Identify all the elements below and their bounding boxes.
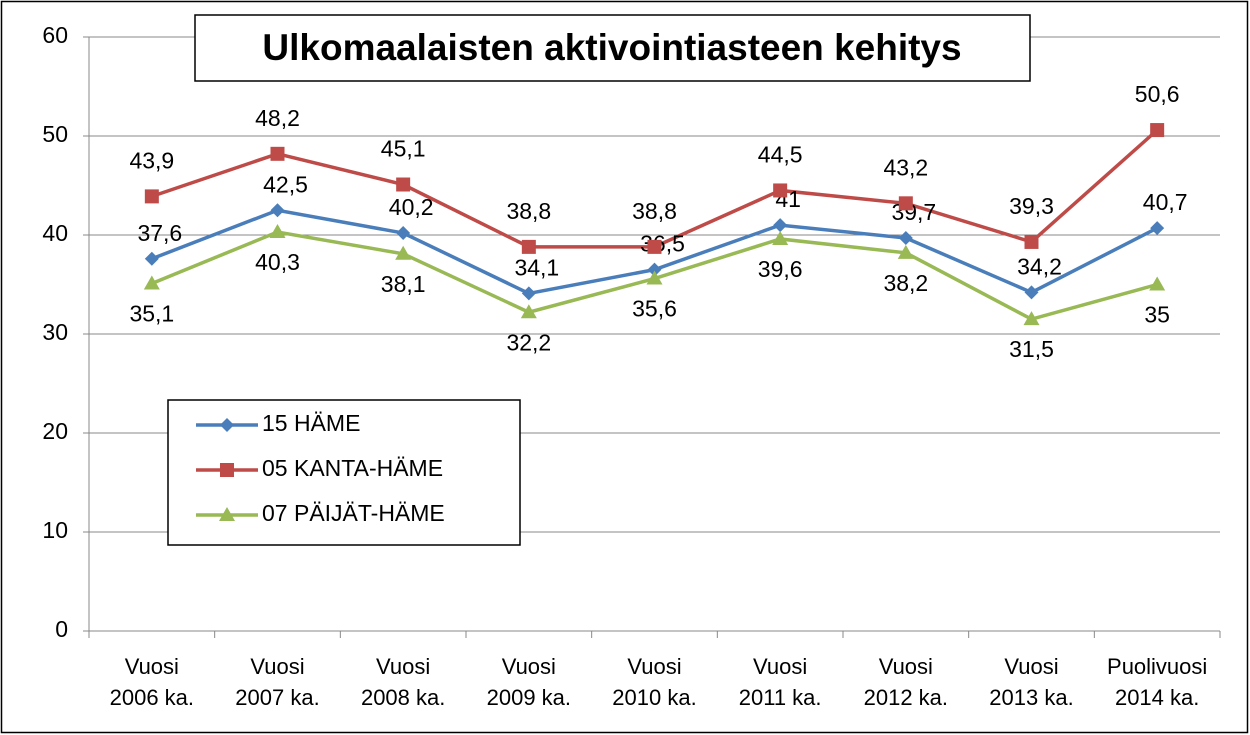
y-tick-label: 0	[55, 616, 68, 642]
x-tick-label: Vuosi 2008 ka.	[360, 654, 446, 710]
data-label: 48,2	[255, 105, 300, 131]
data-point	[521, 239, 536, 254]
data-point	[1024, 285, 1039, 300]
data-label: 38,1	[381, 271, 426, 297]
data-point	[773, 218, 788, 233]
x-tick-label: Puolivuosi 2014 ka.	[1107, 654, 1208, 710]
data-point	[1149, 276, 1166, 291]
data-label: 34,1	[514, 254, 559, 280]
data-point	[646, 270, 663, 285]
y-tick-label: 20	[42, 418, 68, 444]
data-point	[144, 251, 159, 266]
data-point	[521, 286, 536, 301]
x-tick-label: Vuosi 2007 ka.	[235, 654, 320, 710]
x-tick-label: Vuosi 2012 ka.	[863, 654, 949, 710]
data-point	[1024, 234, 1039, 249]
y-tick-label: 40	[42, 220, 68, 246]
data-label: 36,5	[640, 231, 685, 257]
data-label: 35,1	[129, 301, 174, 327]
data-point	[396, 177, 411, 192]
data-label: 43,2	[883, 154, 928, 180]
legend-label: 15 HÄME	[262, 410, 360, 436]
data-label: 50,6	[1135, 81, 1180, 107]
data-label: 40,7	[1143, 189, 1188, 215]
data-point	[898, 196, 913, 211]
data-point	[773, 183, 788, 198]
y-tick-label: 10	[42, 517, 68, 543]
data-label: 44,5	[758, 142, 803, 168]
x-tick-label: Vuosi 2013 ka.	[989, 654, 1074, 710]
legend-label: 07 PÄIJÄT-HÄME	[262, 500, 445, 526]
legend-label: 05 KANTA-HÄME	[262, 455, 443, 481]
data-label: 42,5	[263, 171, 308, 197]
data-label: 39,3	[1009, 193, 1054, 219]
data-label: 31,5	[1009, 336, 1054, 362]
data-point	[772, 230, 789, 245]
title-box	[194, 14, 1031, 82]
data-point	[270, 146, 285, 161]
data-point	[396, 226, 411, 241]
chart-title: Ulkomaalaisten aktivointiasteen kehitys	[262, 27, 961, 68]
data-label: 32,2	[506, 329, 551, 355]
legend-marker	[219, 507, 235, 521]
legend-marker	[220, 463, 234, 477]
data-label: 45,1	[381, 136, 426, 162]
data-label: 35	[1144, 302, 1170, 328]
data-point	[395, 245, 412, 260]
data-label: 39,6	[758, 256, 803, 282]
data-label: 39,7	[891, 199, 936, 225]
data-label: 38,8	[632, 198, 677, 224]
y-tick-label: 30	[42, 319, 68, 345]
x-tick-label: Vuosi 2006 ka.	[109, 654, 195, 710]
data-point	[1150, 123, 1165, 138]
x-tick-label: Vuosi 2011 ka.	[738, 654, 822, 710]
data-point	[647, 262, 662, 277]
data-label: 40,2	[389, 194, 434, 220]
data-label: 38,2	[883, 270, 928, 296]
data-label: 38,8	[506, 198, 551, 224]
data-point	[1150, 221, 1165, 236]
y-tick-label: 60	[42, 22, 68, 48]
data-point	[520, 304, 537, 319]
data-label: 34,2	[1017, 253, 1062, 279]
x-tick-label: Vuosi 2009 ka.	[486, 654, 572, 710]
data-point	[898, 230, 913, 245]
data-point	[143, 275, 160, 290]
x-tick-label: Vuosi 2010 ka.	[612, 654, 697, 710]
data-label: 43,9	[129, 147, 174, 173]
data-label: 37,6	[137, 220, 182, 246]
y-tick-label: 50	[42, 121, 68, 147]
data-point	[1023, 311, 1040, 326]
data-point	[269, 224, 286, 239]
legend-marker	[220, 418, 234, 432]
data-point	[144, 189, 159, 204]
data-label: 35,6	[632, 296, 677, 322]
data-label: 40,3	[255, 249, 300, 275]
data-point	[647, 239, 662, 254]
data-point	[897, 244, 914, 259]
data-point	[270, 203, 285, 218]
